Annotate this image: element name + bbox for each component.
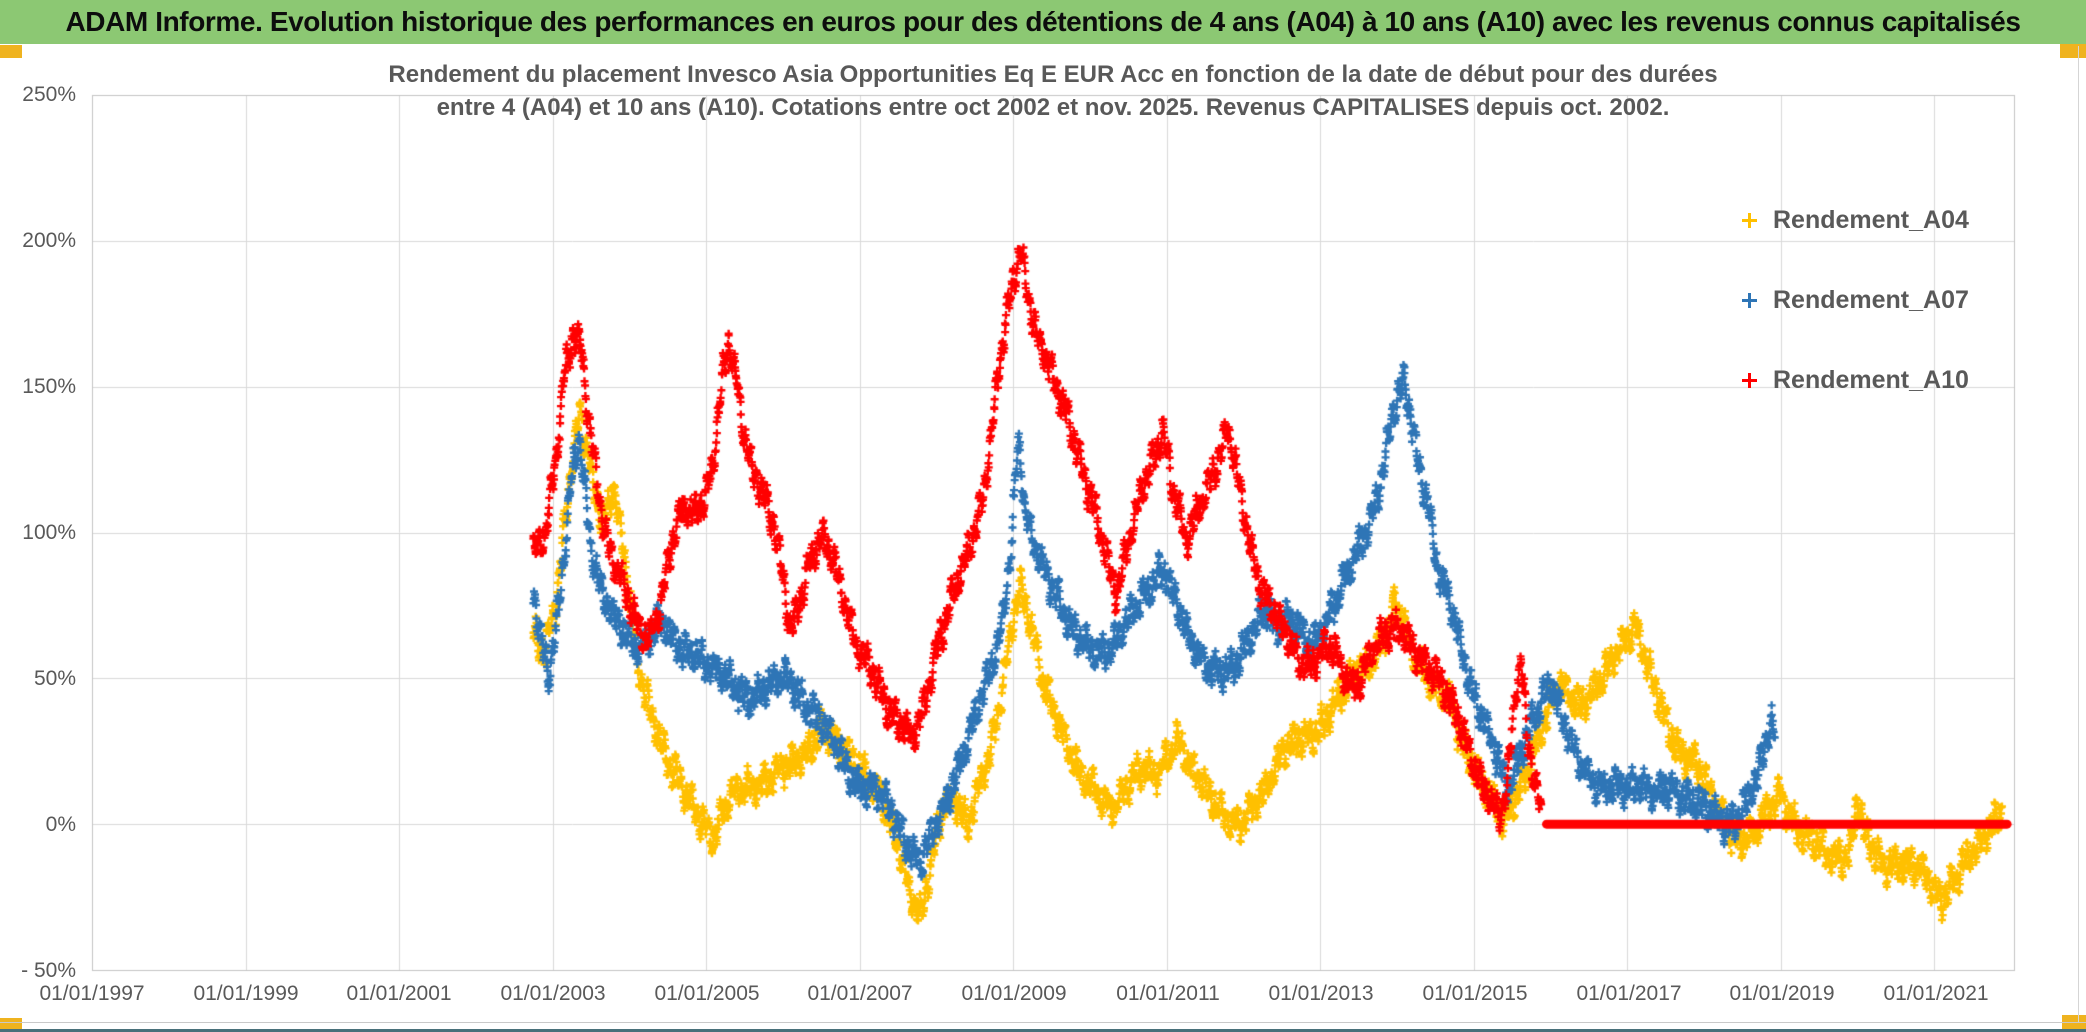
y-axis-tick-label: 50%: [33, 667, 76, 690]
y-axis: 250% 200% 150% 100% 50% 0% - 50%: [0, 0, 80, 1032]
y-axis-tick-label: 100%: [22, 521, 76, 544]
x-axis-tick-label: 01/01/2003: [500, 982, 606, 1005]
x-axis-tick-label: 01/01/2019: [1729, 982, 1835, 1005]
x-axis-tick-label: 01/01/2001: [346, 982, 452, 1005]
divider: [0, 1022, 2086, 1023]
x-axis-tick-label: 01/01/2011: [1116, 982, 1220, 1005]
chart-frame-border: [2078, 46, 2079, 1022]
x-axis-tick-label: 01/01/2005: [654, 982, 760, 1005]
gold-corner-chip: [2060, 44, 2086, 58]
title-banner: ADAM Informe. Evolution historique des p…: [0, 0, 2086, 44]
legend-label: Rendement_A07: [1773, 285, 1969, 314]
x-axis-tick-label: 01/01/1999: [193, 982, 299, 1005]
bottom-bar: [0, 1029, 2086, 1032]
y-axis-tick-label: 250%: [22, 83, 76, 106]
chart-legend: Rendement_A04 Rendement_A07 Rendement_A1…: [1742, 196, 2042, 436]
x-axis-tick-label: 01/01/2009: [961, 982, 1067, 1005]
gold-corner-chip: [0, 45, 22, 58]
legend-label: Rendement_A04: [1773, 205, 1969, 234]
x-axis-tick-label: 01/01/2021: [1883, 982, 1989, 1005]
y-axis-tick-label: 150%: [22, 375, 76, 398]
x-axis-tick-label: 01/01/2007: [807, 982, 913, 1005]
plus-marker-icon: [1742, 212, 1757, 228]
gold-corner-chip: [0, 1018, 22, 1031]
x-axis-tick-label: 01/01/2013: [1268, 982, 1374, 1005]
legend-item: Rendement_A10: [1742, 356, 2042, 404]
legend-item: Rendement_A04: [1742, 196, 2042, 244]
legend-label: Rendement_A10: [1773, 365, 1969, 394]
y-axis-tick-label: 200%: [22, 229, 76, 252]
plus-marker-icon: [1742, 372, 1757, 388]
x-axis-tick-label: 01/01/2015: [1422, 982, 1528, 1005]
x-axis-tick-label: 01/01/2017: [1576, 982, 1682, 1005]
y-axis-tick-label: 0%: [45, 813, 76, 836]
legend-item: Rendement_A07: [1742, 276, 2042, 324]
y-axis-tick-label: - 50%: [21, 959, 76, 982]
plus-marker-icon: [1742, 292, 1757, 308]
x-axis-tick-label: 01/01/1997: [39, 982, 145, 1005]
x-axis: 01/01/1997 01/01/1999 01/01/2001 01/01/2…: [0, 982, 2086, 1012]
banner-title: ADAM Informe. Evolution historique des p…: [65, 6, 2021, 37]
